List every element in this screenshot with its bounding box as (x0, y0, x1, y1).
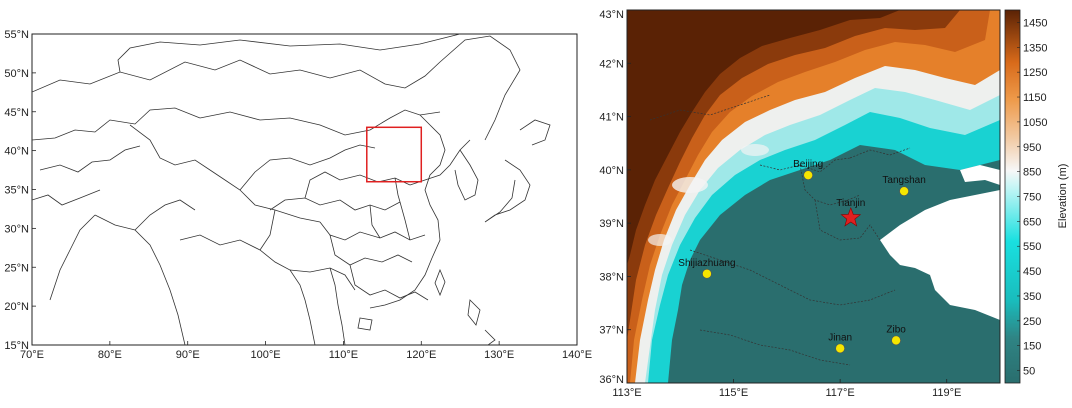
colorbar-tick-label: 450 (1023, 266, 1041, 278)
elevation-map-frame (626, 9, 1001, 384)
city-label: Beijing (793, 159, 823, 170)
elevation-lat-label: 43°N (599, 9, 624, 21)
city-markers: Beijing Tangshan Tianjin Shijiazhuang Jinan Z… (678, 159, 926, 354)
elevation-lat-label: 36°N (599, 374, 624, 386)
colorbar-tick-label: 750 (1023, 192, 1041, 204)
colorbar-ticks: 1450 1350 1250 1150 1050 950 850 750 650 550 450 35… (1017, 17, 1047, 378)
overview-lat-label: 40°N (4, 146, 29, 158)
overview-lon-label: 130°E (484, 349, 514, 361)
elevation-lat-label: 41°N (599, 112, 624, 124)
colorbar-tick-label: 1450 (1023, 17, 1047, 29)
colorbar-tick-label: 1150 (1023, 92, 1047, 104)
overview-lon-label: 140°E (562, 349, 592, 361)
city-marker (835, 343, 845, 354)
overview-boundaries (32, 34, 551, 345)
city-label: Jinan (828, 332, 852, 343)
overview-lat-label: 45°N (4, 107, 29, 119)
city-label: Shijiazhuang (678, 258, 735, 269)
elevation-lon-label: 119°E (932, 387, 961, 399)
city-label: Zibo (886, 324, 906, 335)
overview-map: 55°N 50°N 45°N 40°N 35°N 30°N 25°N 20°N 15°N 70°… (4, 29, 592, 361)
elevation-lat-label: 38°N (599, 271, 624, 283)
elevation-lat-axis: 43°N 42°N 41°N 40°N 39°N 38°N 37°N 36°N (599, 9, 631, 386)
colorbar-tick-label: 1250 (1023, 67, 1047, 79)
colorbar-tick-label: 950 (1023, 142, 1041, 154)
study-area-box (366, 126, 423, 183)
overview-lat-label: 55°N (4, 29, 29, 41)
overview-map-frame (31, 33, 578, 346)
overview-lon-label: 80°E (98, 349, 122, 361)
overview-lon-label: 120°E (406, 349, 436, 361)
overview-lat-label: 30°N (4, 223, 29, 235)
elevation-lon-label: 115°E (719, 387, 748, 399)
overview-lat-axis: 55°N 50°N 45°N 40°N 35°N 30°N 25°N 20°N 15°N (4, 29, 36, 352)
elevation-lat-label: 42°N (599, 58, 624, 70)
city-marker (803, 170, 813, 180)
city-marker (899, 186, 909, 196)
colorbar-title: Elevation (m) (1057, 164, 1069, 229)
colorbar-tick-label: 650 (1023, 216, 1041, 228)
elevation-lat-label: 37°N (599, 325, 624, 337)
elevation-map: 43°N42°N41°N40°N39°N38°N37°N36°N 113°E 11… (599, 9, 1001, 399)
colorbar-tick-label: 550 (1023, 241, 1041, 253)
elevation-raster (627, 10, 1000, 383)
overview-lat-label: 20°N (4, 301, 29, 313)
elevation-lat-label: 39°N (599, 218, 624, 230)
overview-lon-label: 100°E (251, 349, 281, 361)
overview-lon-axis: 70°E 80°E 90°E 100°E 110°E 120°E 130°E 140°E (20, 341, 592, 361)
colorbar-tick-label: 150 (1023, 341, 1041, 353)
colorbar-tick-label: 1350 (1023, 42, 1047, 54)
city-marker (891, 335, 901, 346)
elevation-lon-axis: 113°E 115°E 117°E 119°E (612, 379, 961, 399)
elevation-colorbar: 1450 1350 1250 1150 1050 950 850 750 650 550 450 35… (1004, 9, 1069, 384)
colorbar-tick-label: 50 (1023, 366, 1035, 378)
city-marker (702, 268, 712, 279)
city-label: Tangshan (882, 175, 925, 186)
overview-lat-label: 15°N (4, 340, 29, 352)
elevation-lat-label: 40°N (599, 165, 624, 177)
overview-lat-label: 25°N (4, 262, 29, 274)
overview-lat-label: 35°N (4, 185, 29, 197)
colorbar-tick-label: 1050 (1023, 117, 1047, 129)
overview-lat-label: 50°N (4, 68, 29, 80)
city-label: Tianjin (836, 198, 865, 209)
colorbar-tick-label: 250 (1023, 316, 1041, 328)
overview-lon-label: 110°E (329, 349, 358, 361)
colorbar-tick-label: 350 (1023, 291, 1041, 303)
elevation-lon-label: 113°E (612, 387, 641, 399)
elevation-lon-label: 117°E (826, 387, 855, 399)
overview-lon-label: 70°E (20, 349, 44, 361)
tianjin-star-marker (840, 206, 862, 227)
colorbar-tick-label: 850 (1023, 167, 1041, 179)
overview-lon-label: 90°E (176, 349, 200, 361)
